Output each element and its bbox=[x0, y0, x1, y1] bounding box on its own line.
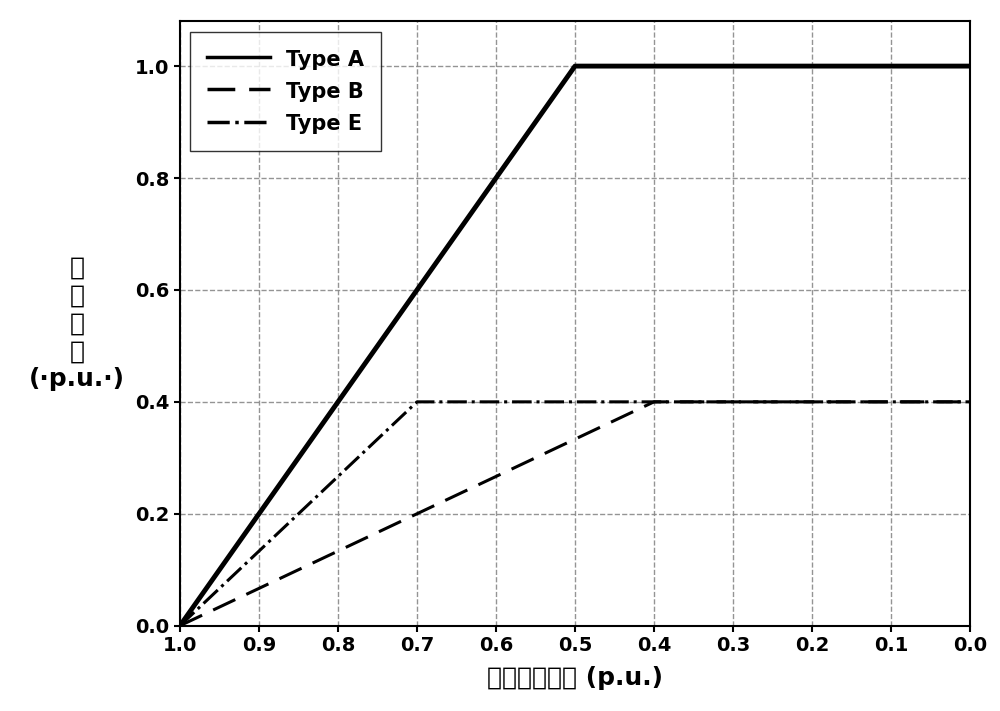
Line: Type A: Type A bbox=[180, 66, 970, 626]
Type E bbox=[174, 621, 186, 630]
Type A bbox=[964, 62, 976, 70]
Type A bbox=[174, 621, 186, 630]
Type B bbox=[964, 397, 976, 406]
Line: Type E: Type E bbox=[180, 402, 970, 626]
Legend: Type A, Type B, Type E: Type A, Type B, Type E bbox=[190, 32, 381, 151]
Type E bbox=[411, 397, 423, 406]
Line: Type B: Type B bbox=[180, 402, 970, 626]
Text: 无
功
电
流
(·p.u.·): 无 功 电 流 (·p.u.·) bbox=[29, 256, 125, 391]
Type B bbox=[648, 397, 660, 406]
Type A bbox=[569, 62, 581, 70]
Type B bbox=[174, 621, 186, 630]
X-axis label: 电压跌落深度 (p.u.): 电压跌落深度 (p.u.) bbox=[487, 666, 663, 690]
Type E bbox=[964, 397, 976, 406]
